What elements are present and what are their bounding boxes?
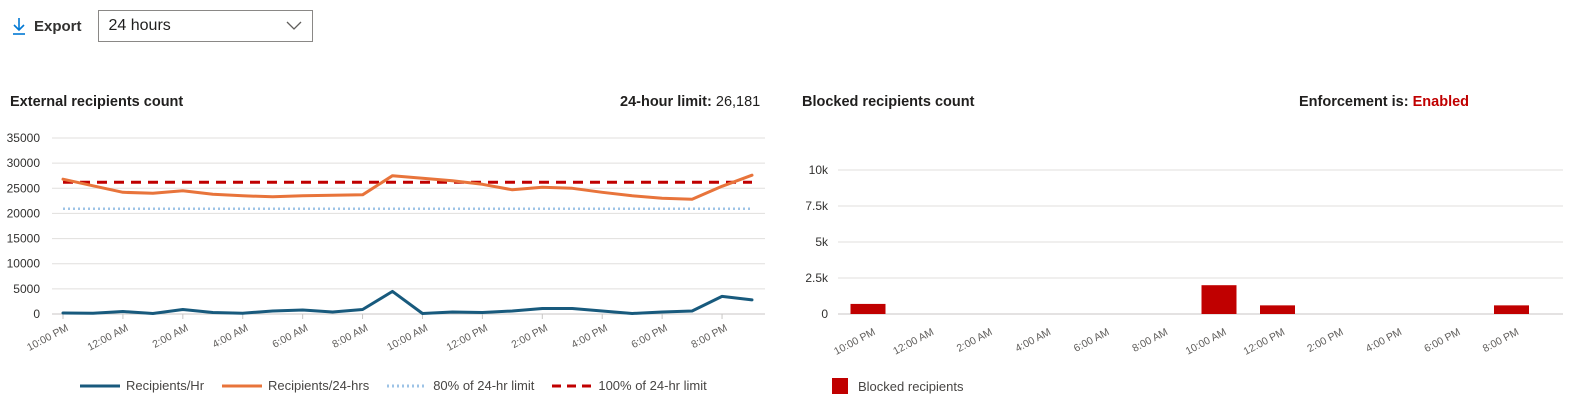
- series-recipients-hr-line: [61, 289, 754, 315]
- blocked-bar: [1494, 305, 1529, 314]
- x-tick-label: 8:00 PM: [1481, 326, 1521, 355]
- legend-label-100-limit: 100% of 24-hr limit: [598, 378, 707, 393]
- x-tick-label: 4:00 PM: [1364, 326, 1404, 355]
- limit-label: 24-hour limit:: [620, 94, 712, 110]
- legend-label-80-limit: 80% of 24-hr limit: [433, 378, 535, 393]
- legend-item-100-limit: 100% of 24-hr limit: [552, 378, 707, 393]
- limit-readout: 24-hour limit: 26,181: [620, 94, 760, 110]
- y-tick-label: 35000: [7, 131, 41, 145]
- blocked-bar: [850, 303, 886, 314]
- toolbar: Export 24 hours: [12, 9, 313, 43]
- external-recipients-title: External recipients count: [10, 94, 184, 110]
- x-tick-label: 6:00 PM: [1422, 326, 1462, 355]
- limit-value: 26,181: [715, 94, 761, 110]
- x-tick-label: 12:00 AM: [891, 326, 936, 357]
- y-tick-label: 7.5k: [805, 199, 829, 213]
- download-icon: [13, 18, 25, 35]
- x-tick-label: 10:00 PM: [832, 326, 877, 358]
- y-tick-label: 5k: [815, 235, 829, 249]
- legend-swatch-solid-orange: [222, 384, 263, 387]
- legend-item-blocked: Blocked recipients: [832, 378, 964, 394]
- y-tick-label: 25000: [7, 181, 41, 195]
- x-tick-label: 10:00 AM: [1184, 326, 1229, 357]
- export-label: Export: [34, 17, 82, 35]
- blocked-chart-legend: Blocked recipients: [832, 378, 982, 394]
- enforcement-status: Enabled: [1412, 94, 1470, 110]
- blocked-bar: [1260, 305, 1295, 314]
- legend-label-recipients-hr: Recipients/Hr: [126, 378, 205, 393]
- x-tick-label: 4:00 AM: [1013, 326, 1053, 355]
- legend-swatch-dotted: [387, 384, 428, 387]
- x-tick-label: 2:00 PM: [1305, 326, 1345, 355]
- y-tick-label: 30000: [7, 156, 41, 170]
- y-tick-label: 20000: [7, 206, 41, 220]
- time-range-value: 24 hours: [108, 17, 171, 34]
- blocked-recipients-chart: 0 2.5k 5k 7.5k 10k 10:00 PM 12:00 AM 2:00 AM 4:0…: [805, 163, 1563, 358]
- blocked-bar: [1201, 285, 1237, 314]
- x-tick-label: 12:00 PM: [1242, 326, 1287, 358]
- external-recipients-chart: 0500010000150002000025000300003500010:00…: [7, 131, 765, 354]
- enforcement-label: Enforcement is:: [1299, 94, 1409, 110]
- legend-item-80-limit: 80% of 24-hr limit: [387, 378, 534, 393]
- legend-swatch-dashed: [552, 384, 593, 387]
- chevron-down-icon: [286, 21, 301, 30]
- legend-swatch-solid-blue: [80, 384, 120, 387]
- y-tick-label: 0: [821, 307, 828, 321]
- x-tick-label: 2:00 AM: [955, 326, 995, 355]
- enforcement-readout: Enforcement is: Enabled: [1299, 94, 1469, 110]
- series-recipients-24hrs-line: [61, 173, 754, 201]
- y-tick-label: 15000: [7, 232, 41, 246]
- x-tick-label: 6:00 AM: [1072, 326, 1112, 355]
- y-tick-label: 0: [33, 307, 40, 321]
- legend-swatch-blocked: [832, 378, 848, 394]
- legend-label-blocked: Blocked recipients: [858, 378, 964, 394]
- external-chart-legend: Recipients/Hr Recipients/24-hrs 80% of 2…: [80, 378, 725, 393]
- x-tick-label: 8:00 AM: [1130, 326, 1170, 355]
- y-tick-label: 10k: [809, 163, 829, 177]
- legend-item-recipients-hr: Recipients/Hr: [80, 378, 204, 393]
- legend-item-recipients-24: Recipients/24-hrs: [222, 378, 369, 393]
- y-tick-label: 2.5k: [805, 271, 829, 285]
- export-button[interactable]: Export: [12, 17, 82, 35]
- legend-label-recipients-24: Recipients/24-hrs: [268, 378, 370, 393]
- time-range-dropdown[interactable]: 24 hours: [97, 10, 313, 42]
- y-tick-label: 5000: [13, 282, 40, 296]
- y-tick-label: 10000: [7, 257, 41, 271]
- blocked-recipients-title: Blocked recipients count: [802, 94, 975, 110]
